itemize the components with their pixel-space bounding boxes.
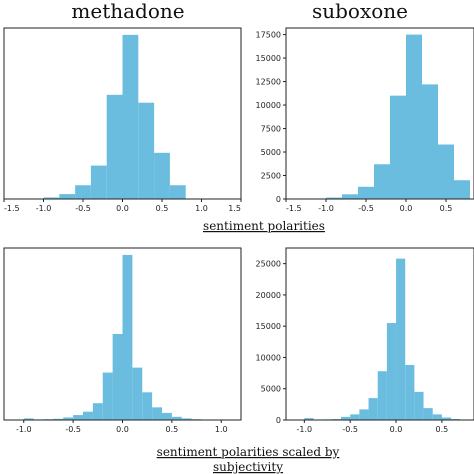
histogram-bar (132, 367, 143, 420)
histogram-bar (23, 418, 34, 420)
histogram-bar (432, 414, 442, 420)
chart-title-methadone: methadone (71, 0, 184, 23)
histogram-bar (59, 194, 76, 199)
caption-bottom-line1: sentiment polarities scaled by (157, 445, 340, 459)
x-tick-label: -1.0 (297, 425, 313, 434)
x-tick-label: -0.5 (75, 204, 91, 213)
plot-frame (285, 247, 474, 421)
histogram-bar (53, 418, 64, 420)
histogram-bar (454, 180, 470, 199)
y-tick-label: 12500 (256, 78, 281, 87)
histogram-bar (122, 254, 133, 420)
x-tick-label: 0.5 (156, 204, 169, 213)
x-tick-label: -1.0 (16, 425, 32, 434)
caption-top: sentiment polarities (203, 219, 325, 233)
histogram-bar (154, 152, 170, 199)
histogram-bar (405, 364, 415, 420)
chart-title-suboxone: suboxone (312, 0, 408, 23)
histogram-bar (75, 185, 91, 199)
histogram-bar (63, 417, 74, 420)
y-tick-label: 0 (276, 195, 281, 204)
x-tick-label: -1.5 (286, 204, 302, 213)
histogram-bar (377, 371, 387, 420)
histogram-bar (152, 407, 162, 420)
x-tick-label: -0.5 (65, 425, 81, 434)
histogram-bar (423, 408, 433, 420)
histogram-bar (90, 165, 107, 199)
histogram-bar (368, 398, 378, 420)
x-tick-label: 1.5 (228, 204, 241, 213)
histogram-bar (374, 164, 390, 199)
y-tick-label: 5000 (261, 385, 281, 394)
x-tick-label: 0.0 (400, 204, 413, 213)
histogram-methadone: -1.5 -1.0 -0.5 0.0 0.5 1.0 1.5 (3, 27, 242, 213)
y-tick-label: 15000 (256, 322, 281, 331)
histogram-bar (422, 84, 438, 199)
x-tick-label: -1.0 (36, 204, 52, 213)
x-tick-label: -1.5 (4, 204, 20, 213)
histogram-suboxone: -1.5 -1.0 -0.5 0.0 0.5 0 2500 5000 7500 10000 1250… (256, 27, 474, 213)
histogram-bar (162, 412, 172, 420)
histogram-bar (358, 186, 374, 199)
x-tick-label: 1.0 (195, 204, 208, 213)
histogram-bar (102, 372, 113, 420)
y-tick-label: 0 (276, 416, 281, 425)
histogram-bar (406, 34, 422, 200)
x-tick-label: -0.5 (342, 425, 358, 434)
histogram-bar (350, 414, 360, 420)
histogram-bar (414, 391, 424, 420)
histogram-bar (181, 418, 192, 420)
histogram-bar (122, 34, 139, 200)
histogram-bar (171, 416, 182, 420)
x-tick-label: 0.5 (440, 204, 453, 213)
histogram-bar (73, 415, 83, 420)
x-tick-label: 0.0 (390, 425, 403, 434)
histogram-bar (359, 409, 369, 420)
y-tick-label: 17500 (256, 31, 281, 40)
histogram-bar (396, 258, 406, 420)
y-tick-label: 7500 (261, 125, 281, 134)
histogram-bar (304, 418, 314, 420)
x-tick-label: -1.0 (318, 204, 334, 213)
histogram-methadone-scaled: -1.0 -0.5 0.0 0.5 1.0 (3, 247, 242, 434)
y-tick-label: 20000 (256, 291, 281, 300)
y-tick-label: 5000 (261, 148, 281, 157)
histogram-bar (326, 197, 342, 199)
y-tick-label: 10000 (256, 101, 281, 110)
y-tick-label: 15000 (256, 54, 281, 63)
y-tick-label: 2500 (261, 172, 281, 181)
histogram-bar (342, 194, 358, 199)
histogram-bar (92, 403, 103, 420)
histogram-bar (390, 95, 406, 199)
histogram-bar (169, 185, 186, 199)
histogram-bar (438, 144, 454, 199)
x-tick-label: 1.0 (215, 425, 228, 434)
x-tick-label: 0.0 (116, 204, 129, 213)
histogram-bar (138, 102, 155, 199)
histogram-bar (43, 197, 60, 199)
histogram-bar (142, 392, 153, 420)
histogram-suboxone-scaled: -1.0 -0.5 0.0 0.5 0 5000 10000 15000 20000 25000 (256, 247, 474, 434)
histogram-bar (83, 411, 93, 420)
histogram-bar (386, 323, 397, 420)
histogram-bar (341, 416, 351, 420)
histogram-bar (441, 417, 452, 420)
x-tick-label: -0.5 (358, 204, 374, 213)
caption-bottom-line2: subjectivity (213, 460, 283, 474)
histogram-bar (106, 94, 123, 199)
x-tick-label: 0.0 (116, 425, 129, 434)
x-tick-label: 0.5 (166, 425, 179, 434)
plot-frame (285, 27, 474, 200)
x-tick-label: 0.5 (436, 425, 449, 434)
histogram-bar (112, 334, 123, 420)
y-tick-label: 10000 (256, 353, 281, 362)
y-tick-label: 25000 (256, 260, 281, 269)
